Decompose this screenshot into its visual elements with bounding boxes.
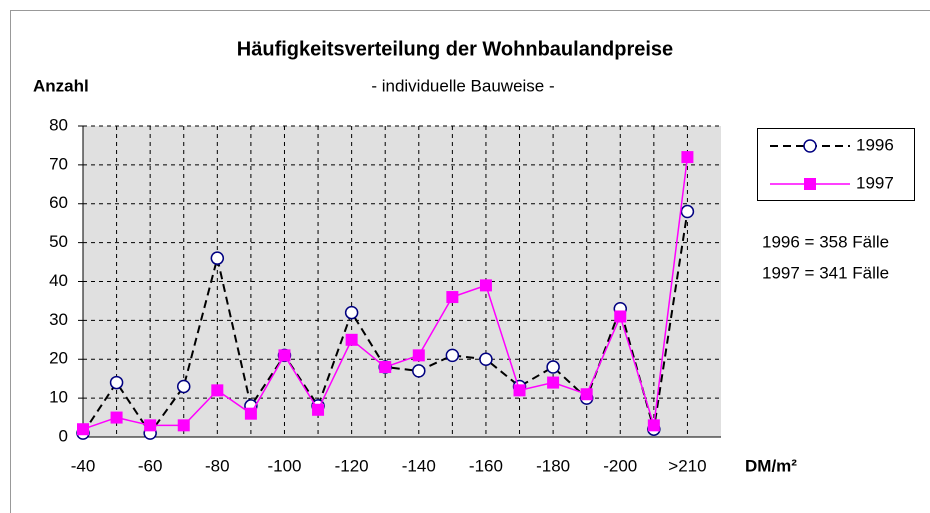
point [680,204,695,219]
point [546,360,560,374]
point [445,348,460,363]
point [547,376,560,389]
x-tick-label: -80 [205,456,230,475]
point [211,384,224,397]
y-tick-label: 20 [49,349,68,368]
point [647,419,660,432]
point [144,419,157,432]
annotation: 1997 = 341 Fälle [762,263,889,282]
y-tick-label: 10 [49,388,68,407]
point [244,407,257,420]
legend-box [757,128,915,201]
chart-frame [10,10,930,513]
point [446,291,459,304]
point [379,361,392,374]
legend-label: 1997 [856,173,894,192]
point [803,139,817,153]
point [345,333,358,346]
x-tick-label: -100 [267,456,301,475]
point [109,375,124,390]
x-tick-label: -200 [603,456,637,475]
y-tick-label: 40 [49,271,68,290]
chart-title: Häufigkeitsverteilung der Wohnbaulandpre… [237,38,673,60]
point [110,411,123,424]
y-tick-label: 0 [59,426,68,445]
point [681,151,694,164]
y-tick-label: 30 [49,310,68,329]
x-tick-label: -160 [469,456,503,475]
point [278,349,291,362]
legend-label: 1996 [856,135,894,154]
point [513,384,526,397]
point [77,423,89,436]
point [312,403,325,416]
x-tick-label: -120 [335,456,369,475]
point [412,349,425,362]
point [614,310,627,323]
y-tick-label: 50 [49,232,68,251]
point [479,352,493,366]
y-axis-label: Anzahl [33,76,89,95]
annotation: 1996 = 358 Fälle [762,232,889,251]
chart-subtitle: - individuelle Bauweise - [371,76,554,95]
x-tick-label: -60 [138,456,163,475]
point [804,178,816,190]
x-tick-label: >210 [668,456,706,475]
x-tick-label: -140 [402,456,436,475]
point [177,419,190,432]
x-tick-label: -180 [536,456,570,475]
point [210,251,225,265]
x-axis-label: DM/m² [745,456,797,475]
point [580,388,593,401]
point [344,305,359,320]
y-tick-label: 80 [49,115,68,134]
y-tick-label: 70 [49,154,68,173]
point [412,364,426,378]
point [176,379,191,394]
y-tick-label: 60 [49,193,68,212]
point [479,279,492,292]
x-tick-label: -40 [71,456,96,475]
